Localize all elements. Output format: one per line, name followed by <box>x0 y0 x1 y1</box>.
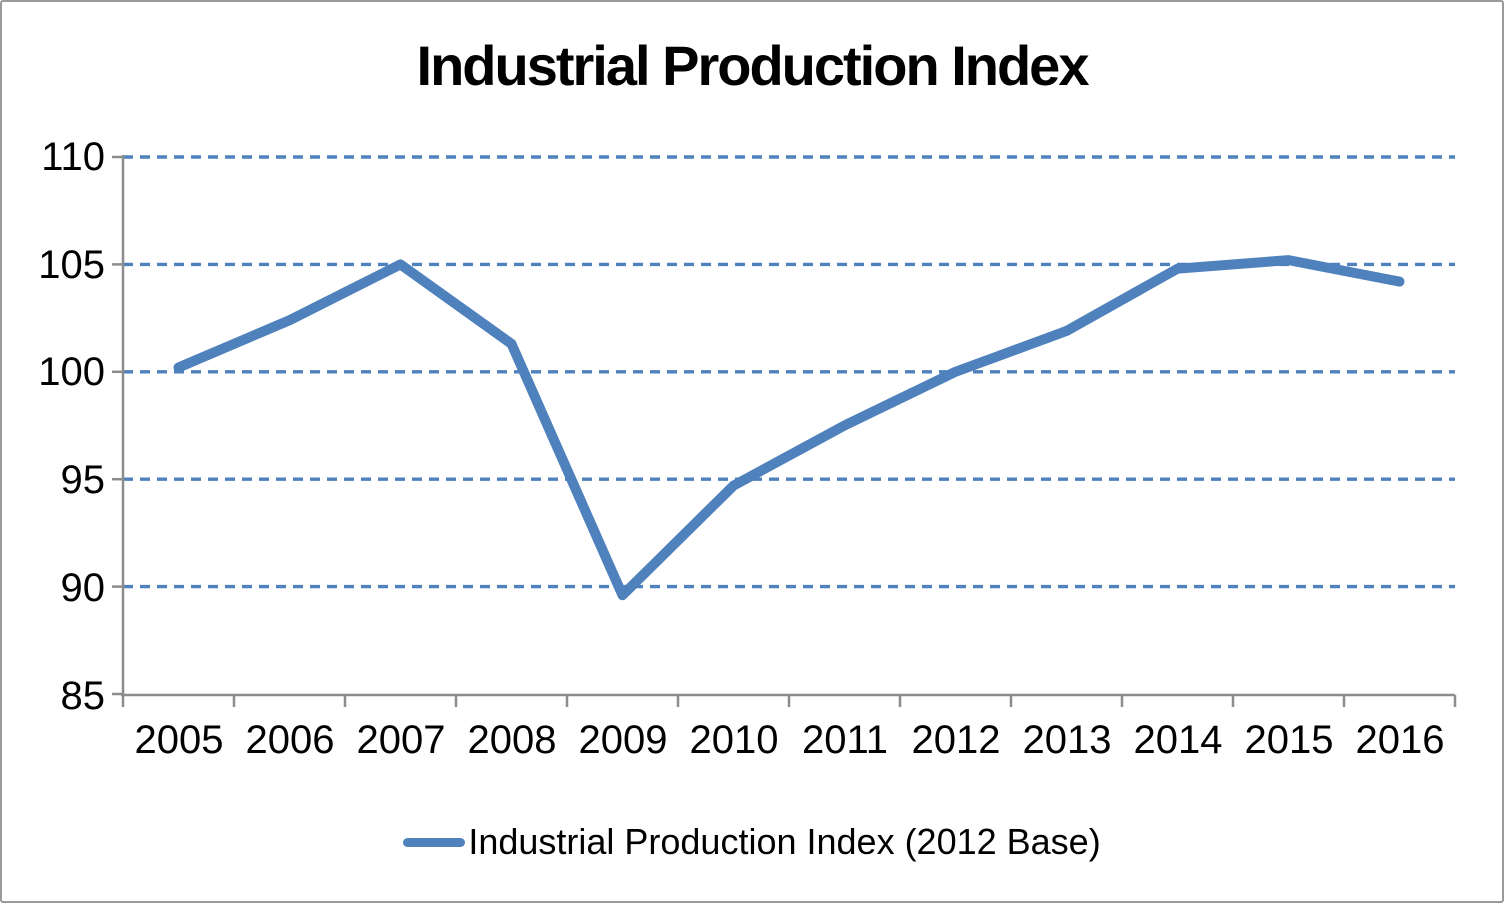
y-tick-label: 110 <box>41 135 105 179</box>
x-tick-label: 2012 <box>911 718 1001 762</box>
x-tick-label: 2008 <box>467 718 557 762</box>
legend-label: Industrial Production Index (2012 Base) <box>468 821 1101 862</box>
series-line <box>173 255 1405 601</box>
x-tick-label: 2011 <box>801 718 888 762</box>
legend-line-swatch <box>403 837 466 847</box>
chart-title: Industrial Production Index <box>416 34 1090 97</box>
y-tick-label: 95 <box>60 458 106 502</box>
x-tick-label: 2005 <box>134 718 224 762</box>
x-tick-label: 2013 <box>1022 718 1112 762</box>
x-tick-label: 2010 <box>689 718 779 762</box>
y-tick-label: 105 <box>38 243 105 287</box>
legend: Industrial Production Index (2012 Base) <box>2 818 1502 866</box>
y-tick-label: 85 <box>60 674 106 718</box>
x-tick-label: 2016 <box>1355 718 1445 762</box>
x-tick-label: 2015 <box>1244 718 1334 762</box>
y-tick-label: 100 <box>38 350 105 394</box>
x-tick-label: 2014 <box>1133 718 1223 762</box>
y-tick-label: 90 <box>60 566 106 610</box>
x-tick-label: 2007 <box>356 718 446 762</box>
x-tick-label: 2009 <box>578 718 668 762</box>
x-tick-label: 2006 <box>245 718 335 762</box>
